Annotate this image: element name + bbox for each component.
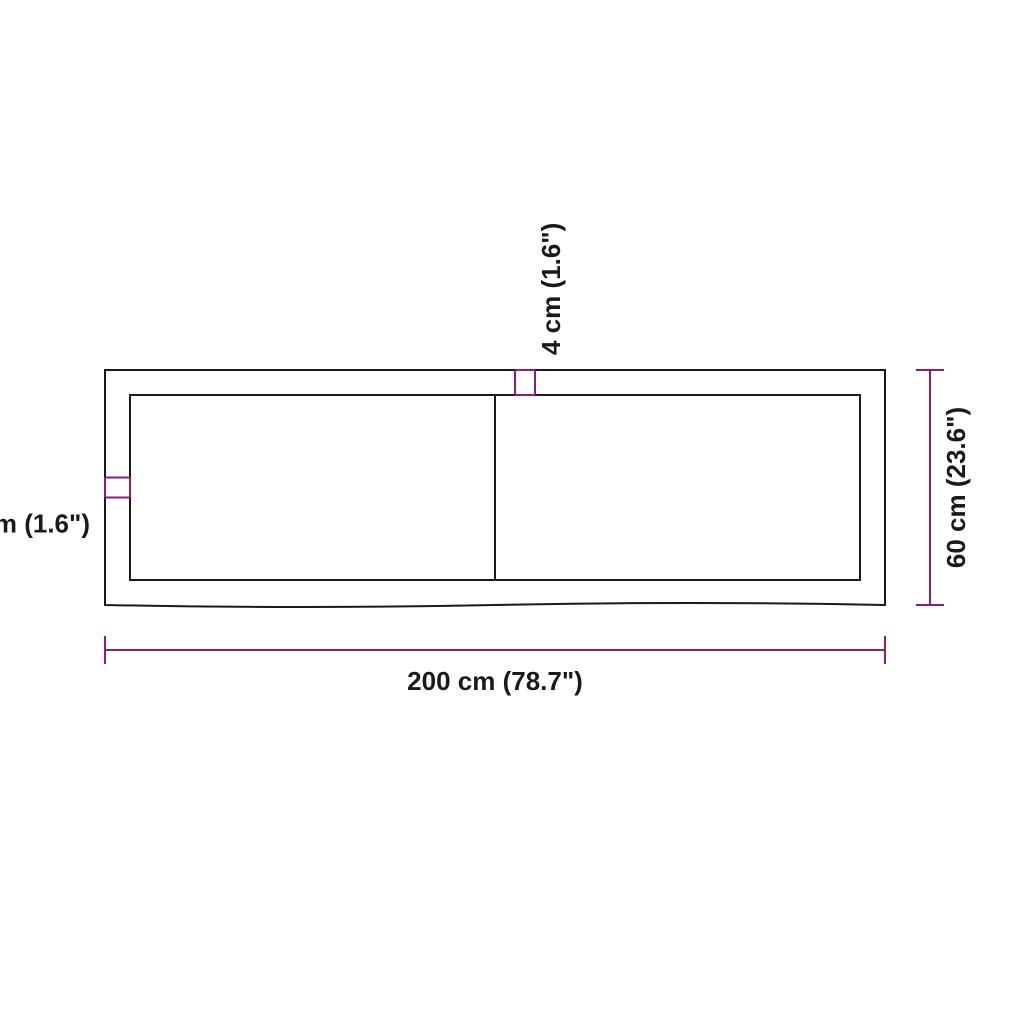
dim-height-label: 60 cm (23.6") xyxy=(941,407,971,568)
dim-frame-center-label: 4 cm (1.6") xyxy=(536,223,566,355)
dim-frame-left-label: 4 cm (1.6") xyxy=(0,509,90,539)
dim-width-label: 200 cm (78.7") xyxy=(407,666,583,696)
